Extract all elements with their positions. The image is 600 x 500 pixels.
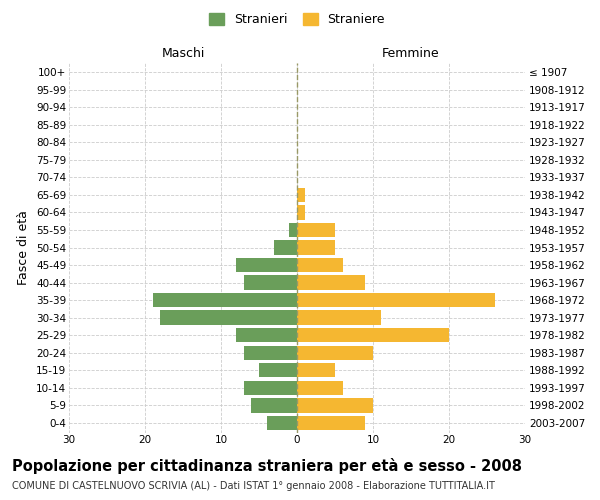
Bar [297, 398, 373, 412]
Text: Maschi: Maschi [161, 47, 205, 60]
Text: Popolazione per cittadinanza straniera per età e sesso - 2008: Popolazione per cittadinanza straniera p… [12, 458, 522, 473]
Bar [297, 380, 343, 395]
Bar [251, 398, 297, 412]
Bar [297, 205, 305, 220]
Bar [274, 240, 297, 254]
Bar [244, 380, 297, 395]
Bar [160, 310, 297, 325]
Legend: Stranieri, Straniere: Stranieri, Straniere [205, 10, 389, 30]
Bar [297, 223, 335, 237]
Bar [297, 328, 449, 342]
Bar [244, 276, 297, 290]
Bar [259, 363, 297, 378]
Bar [244, 346, 297, 360]
Bar [297, 293, 494, 308]
Bar [297, 363, 335, 378]
Bar [236, 328, 297, 342]
Bar [297, 188, 305, 202]
Bar [297, 346, 373, 360]
Bar [289, 223, 297, 237]
Bar [152, 293, 297, 308]
Bar [266, 416, 297, 430]
Bar [297, 240, 335, 254]
Bar [297, 258, 343, 272]
Y-axis label: Anni di nascita: Anni di nascita [597, 201, 600, 294]
Bar [297, 416, 365, 430]
Text: Femmine: Femmine [382, 47, 440, 60]
Bar [236, 258, 297, 272]
Text: COMUNE DI CASTELNUOVO SCRIVIA (AL) - Dati ISTAT 1° gennaio 2008 - Elaborazione T: COMUNE DI CASTELNUOVO SCRIVIA (AL) - Dat… [12, 481, 495, 491]
Y-axis label: Fasce di età: Fasce di età [17, 210, 31, 285]
Bar [297, 310, 380, 325]
Bar [297, 276, 365, 290]
